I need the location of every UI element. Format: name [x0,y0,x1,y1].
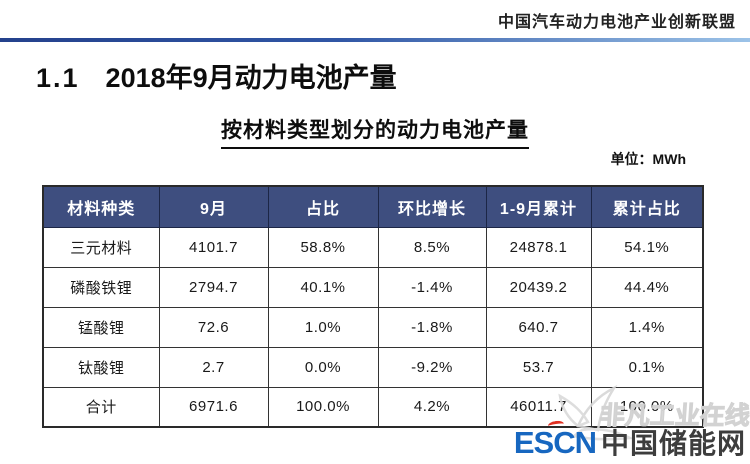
value-cell: 0.1% [590,346,704,388]
value-cell: 4.2% [377,386,487,428]
value-cell: 58.8% [267,226,379,268]
unit-label: 单位：MWh [610,151,686,167]
production-table: 材料种类 9月 占比 环比增长 1-9月累计 累计占比 三元材料 4101.7 58.8% 8.… [42,185,704,428]
value-cell: 54.1% [590,226,704,268]
material-name-cell: 三元材料 [42,226,160,268]
value-cell: 4101.7 [158,226,269,268]
value-cell: 0.0% [267,346,379,388]
material-name-cell: 磷酸铁锂 [42,266,160,308]
value-cell: 53.7 [485,346,592,388]
value-cell: 24878.1 [485,226,592,268]
table-subtitle: 按材料类型划分的动力电池产量 [221,114,529,149]
table-row: 三元材料 4101.7 58.8% 8.5% 24878.1 54.1% [42,226,704,268]
site-name-text: 中国储能网 [600,428,746,459]
value-cell: 2794.7 [158,266,269,308]
value-cell: -9.2% [377,346,487,388]
column-header: 1-9月累计 [485,185,592,228]
value-cell: -1.8% [377,306,487,348]
material-name-cell: 钛酸锂 [42,346,160,388]
subtitle-container: 按材料类型划分的动力电池产量 [0,114,750,149]
column-header: 材料种类 [42,185,160,228]
value-cell: 6971.6 [158,386,269,428]
page-title-text: 2018年9月动力电池产量 [105,63,397,93]
material-name-cell: 合计 [42,386,160,428]
org-title: 中国汽车动力电池产业创新联盟 [497,14,736,31]
material-name-cell: 锰酸锂 [42,306,160,348]
value-cell: 46011.7 [485,386,592,428]
table-container: 材料种类 9月 占比 环比增长 1-9月累计 累计占比 三元材料 4101.7 58.8% 8.… [42,185,704,428]
table-row: 钛酸锂 2.7 0.0% -9.2% 53.7 0.1% [42,346,704,388]
column-header: 9月 [158,185,269,228]
value-cell: 72.6 [158,306,269,348]
value-cell: 1.4% [590,306,704,348]
escn-logo-text: ESCN [513,425,597,460]
value-cell: 1.0% [267,306,379,348]
value-cell: 2.7 [158,346,269,388]
column-header: 累计占比 [590,185,704,228]
header-divider-line [0,38,750,42]
table-body: 三元材料 4101.7 58.8% 8.5% 24878.1 54.1% 磷酸铁锂 2794.… [42,226,704,428]
value-cell: 40.1% [267,266,379,308]
column-header: 环比增长 [377,185,487,228]
value-cell: 44.4% [590,266,704,308]
table-row: 锰酸锂 72.6 1.0% -1.8% 640.7 1.4% [42,306,704,348]
value-cell: -1.4% [377,266,487,308]
section-number: 1.1 [36,63,80,93]
table-row: 合计 6971.6 100.0% 4.2% 46011.7 100.0% [42,386,704,428]
value-cell: 20439.2 [485,266,592,308]
column-header: 占比 [267,185,379,228]
value-cell: 640.7 [485,306,592,348]
value-cell: 8.5% [377,226,487,268]
value-cell: 100.0% [267,386,379,428]
table-header: 材料种类 9月 占比 环比增长 1-9月累计 累计占比 [42,185,704,228]
site-logo: ESCN 中国储能网 [513,419,746,462]
page-title: 1.1 2018年9月动力电池产量 [36,56,397,95]
table-row: 磷酸铁锂 2794.7 40.1% -1.4% 20439.2 44.4% [42,266,704,308]
value-cell: 100.0% [590,386,704,428]
